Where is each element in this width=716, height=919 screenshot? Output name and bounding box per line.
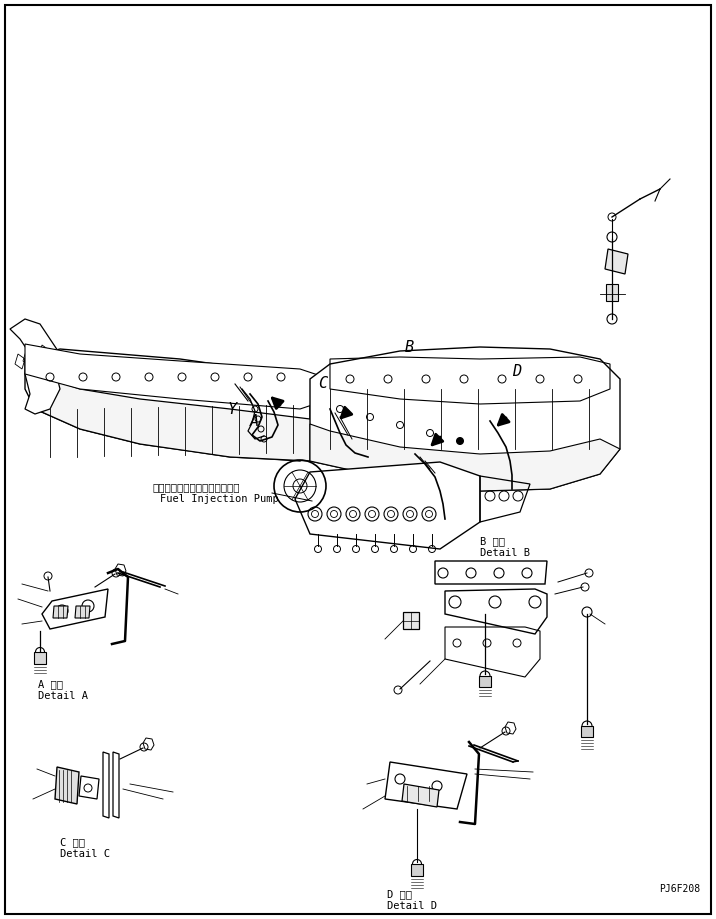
Text: C: C — [318, 377, 327, 391]
Polygon shape — [581, 726, 593, 737]
Polygon shape — [42, 589, 108, 629]
Polygon shape — [295, 462, 480, 549]
Text: A 詳細: A 詳細 — [38, 679, 63, 689]
Text: Detail D: Detail D — [387, 901, 437, 911]
Polygon shape — [605, 249, 628, 274]
Polygon shape — [10, 319, 60, 414]
Text: A: A — [250, 414, 259, 429]
Polygon shape — [55, 767, 79, 804]
Text: D: D — [512, 364, 521, 379]
Circle shape — [457, 437, 463, 445]
Polygon shape — [310, 347, 620, 491]
Text: B: B — [405, 339, 414, 355]
Polygon shape — [25, 344, 330, 409]
Text: Fuel Injection Pump: Fuel Injection Pump — [160, 494, 279, 504]
Polygon shape — [75, 606, 90, 618]
Polygon shape — [435, 561, 547, 584]
Text: C 詳細: C 詳細 — [60, 837, 85, 847]
Text: PJ6F208: PJ6F208 — [659, 884, 700, 894]
Text: Detail C: Detail C — [60, 849, 110, 859]
Polygon shape — [34, 652, 46, 664]
Polygon shape — [385, 762, 467, 809]
Text: Detail A: Detail A — [38, 691, 88, 701]
Text: Detail B: Detail B — [480, 548, 530, 558]
Polygon shape — [445, 589, 547, 634]
Text: D 詳細: D 詳細 — [387, 889, 412, 899]
Text: フェルインジェクションポンプ: フェルインジェクションポンプ — [152, 482, 239, 492]
Text: B 詳細: B 詳細 — [480, 536, 505, 546]
Polygon shape — [310, 424, 620, 491]
Polygon shape — [53, 606, 68, 618]
Polygon shape — [411, 864, 423, 876]
Polygon shape — [479, 676, 491, 687]
Text: Y: Y — [228, 402, 237, 416]
Polygon shape — [402, 784, 439, 807]
Polygon shape — [25, 349, 310, 461]
Polygon shape — [403, 612, 419, 629]
Polygon shape — [606, 284, 618, 301]
Polygon shape — [35, 374, 330, 461]
